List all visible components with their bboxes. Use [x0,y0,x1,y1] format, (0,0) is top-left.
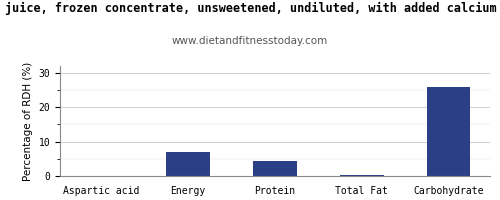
Bar [166,152,210,176]
Text: juice, frozen concentrate, unsweetened, undiluted, with added calcium p: juice, frozen concentrate, unsweetened, … [5,2,500,15]
Y-axis label: Percentage of RDH (%): Percentage of RDH (%) [23,61,33,181]
Text: www.dietandfitnesstoday.com: www.dietandfitnesstoday.com [172,36,328,46]
Bar [254,161,296,176]
Bar [340,175,384,176]
Bar [427,87,470,176]
